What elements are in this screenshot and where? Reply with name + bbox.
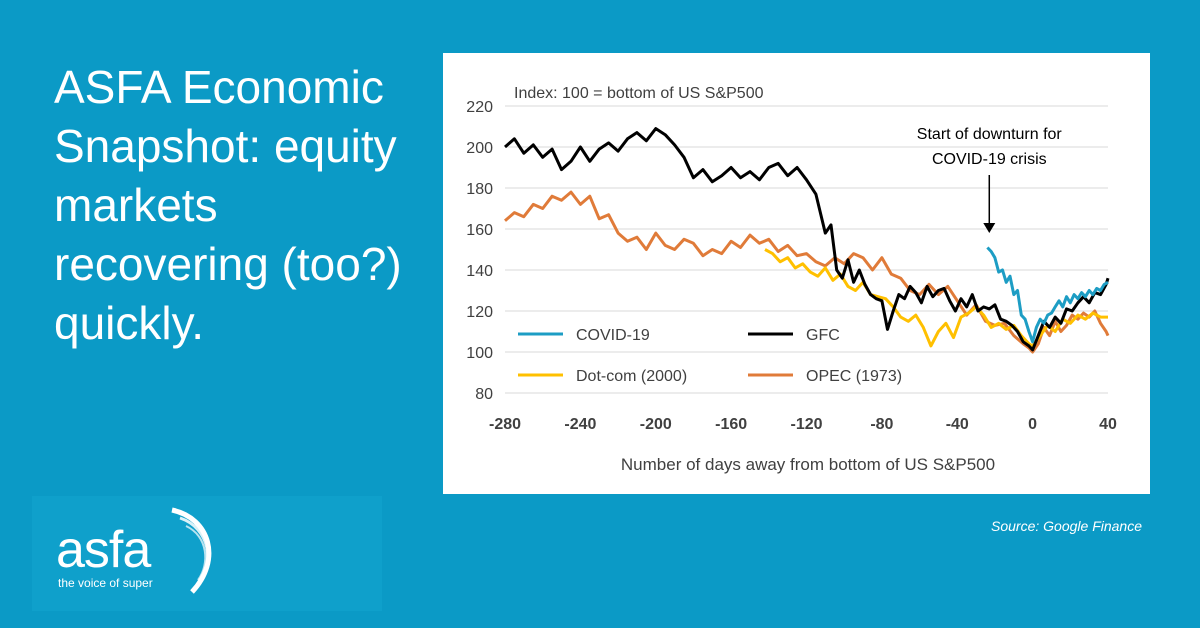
legend: COVID-19 GFC Dot-com (2000) OPEC (1973) <box>518 327 902 385</box>
annotation-arrowhead <box>983 223 996 233</box>
x-tick-labels: -280 -240 -200 -160 -120 -80 -40 0 40 <box>489 416 1117 433</box>
x-tick-120: -120 <box>790 416 822 433</box>
x-tick-280: -280 <box>489 416 521 433</box>
y-tick-120: 120 <box>466 304 493 321</box>
y-tick-labels: 80 100 120 140 160 180 200 220 <box>466 99 493 403</box>
annotation-line-1: Start of downturn for <box>917 126 1063 143</box>
chart-panel: 80 100 120 140 160 180 200 220 -280 -240 -200 -160… <box>443 53 1150 494</box>
headline: ASFA Economic Snapshot: equity markets r… <box>54 61 402 349</box>
y-tick-100: 100 <box>466 345 493 362</box>
x-tick-240: -240 <box>564 416 596 433</box>
x-tick-160: -160 <box>715 416 747 433</box>
chart-title: Index: 100 = bottom of US S&P500 <box>514 85 764 102</box>
line-chart: 80 100 120 140 160 180 200 220 -280 -240 -200 -160… <box>466 85 1117 474</box>
swoosh-icon <box>171 507 212 594</box>
legend-label-opec-1973: OPEC (1973) <box>806 368 902 385</box>
series-line-gfc <box>504 127 1110 352</box>
y-tick-180: 180 <box>466 181 493 198</box>
y-tick-80: 80 <box>475 386 493 403</box>
y-tick-220: 220 <box>466 99 493 116</box>
x-tick-0: 0 <box>1028 416 1037 433</box>
annotation-line-2: COVID-19 crisis <box>932 151 1047 168</box>
series-lines <box>504 127 1110 354</box>
asfa-logo: asfa the voice of super <box>32 496 382 611</box>
y-tick-140: 140 <box>466 263 493 280</box>
x-axis-label: Number of days away from bottom of US S&… <box>621 455 995 474</box>
annotation: Start of downturn for COVID-19 crisis <box>917 126 1063 233</box>
x-tick-80: -80 <box>870 416 893 433</box>
grid-lines <box>505 105 1108 394</box>
series-line-covid-19 <box>986 246 1109 344</box>
y-tick-160: 160 <box>466 222 493 239</box>
logo-wordmark: asfa <box>56 521 151 579</box>
legend-label-dot-com-2000: Dot-com (2000) <box>576 368 687 385</box>
x-tick-40: -40 <box>946 416 969 433</box>
source-note: Source: Google Finance <box>991 518 1142 534</box>
y-tick-200: 200 <box>466 140 493 157</box>
logo-tagline: the voice of super <box>58 576 153 590</box>
legend-label-gfc: GFC <box>806 327 840 344</box>
x-tick-200: -200 <box>640 416 672 433</box>
x-tick-40: 40 <box>1099 416 1117 433</box>
legend-label-covid-19: COVID-19 <box>576 327 650 344</box>
